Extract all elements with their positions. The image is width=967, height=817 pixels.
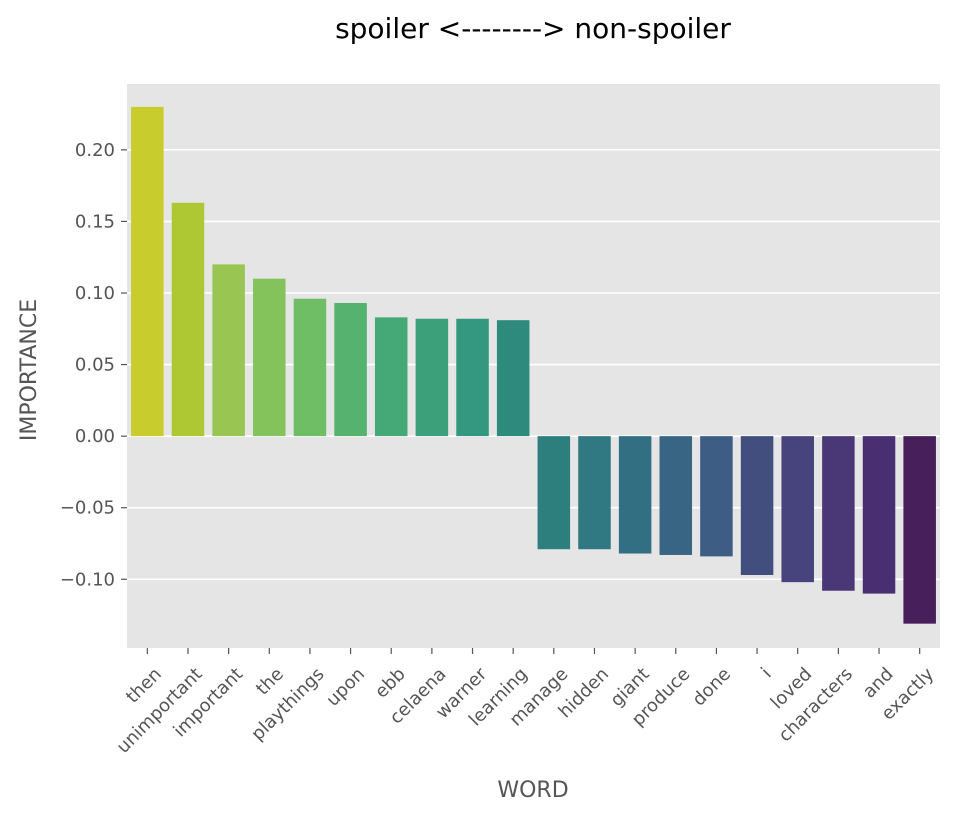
bar-upon (334, 303, 367, 437)
bar-learning (496, 320, 530, 437)
bar-and (862, 436, 896, 594)
bar-important (212, 264, 245, 437)
y-axis-ticks: −0.10 −0.05 0.00 0.05 0.10 0.15 0.20 (60, 140, 127, 590)
y-tick-label: 0.00 (75, 426, 115, 447)
bar-loved (781, 436, 814, 583)
bar-produce (659, 436, 693, 555)
bar-warner (456, 318, 489, 437)
chart-title: spoiler <--------> non-spoiler (335, 12, 731, 45)
bar-then (131, 106, 164, 437)
y-tick-label: −0.05 (60, 498, 115, 519)
bar-celaena (415, 318, 449, 437)
y-tick-label: 0.20 (75, 140, 115, 161)
y-tick-label: 0.10 (75, 283, 115, 304)
bar-the (253, 278, 286, 437)
plot-area (127, 84, 940, 648)
bar-exactly (903, 436, 936, 624)
x-tick-label-i: i (757, 664, 775, 682)
bar-ebb (374, 317, 408, 437)
bars (131, 106, 936, 624)
x-tick-label-upon: upon (322, 664, 369, 711)
bar-playthings (293, 298, 327, 437)
y-axis-label: IMPORTANCE (17, 299, 42, 441)
y-tick-label: 0.05 (75, 355, 115, 376)
x-axis-label: WORD (497, 778, 568, 803)
bar-hidden (578, 436, 611, 550)
x-tick-label-done: done (688, 664, 735, 711)
bar-i (740, 436, 774, 575)
bar-done (700, 436, 733, 557)
bar-unimportant (171, 202, 205, 437)
y-tick-label: −0.10 (60, 569, 115, 590)
y-tick-label: 0.15 (75, 211, 115, 232)
bar-characters (822, 436, 855, 591)
bar-giant (618, 436, 652, 554)
bar-manage (537, 436, 571, 550)
